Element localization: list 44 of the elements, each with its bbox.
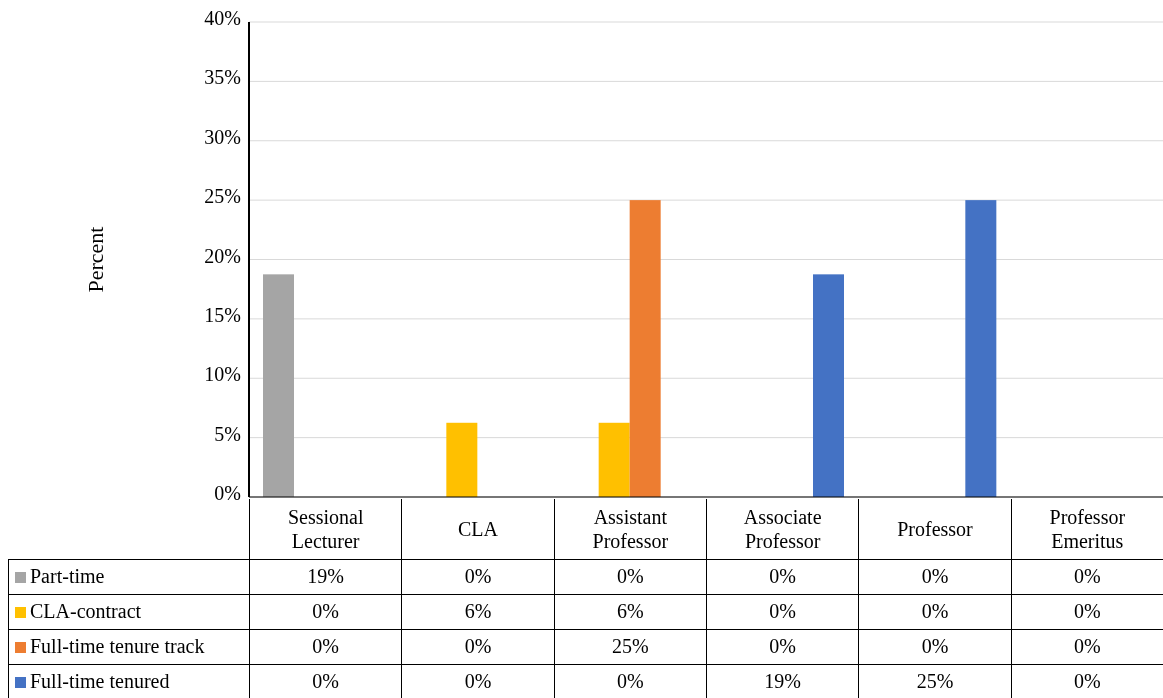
y-tick-label: 40% xyxy=(204,7,241,30)
legend-label: CLA-contract xyxy=(8,594,250,629)
data-label: 0% xyxy=(858,594,1012,629)
data-label: 19% xyxy=(249,559,402,594)
legend-label: Full-time tenured xyxy=(8,664,250,698)
data-label: 0% xyxy=(401,664,555,698)
x-tick-label: CLA xyxy=(401,499,555,559)
data-label: 0% xyxy=(401,629,555,664)
data-label: 25% xyxy=(858,664,1012,698)
y-tick-label: 35% xyxy=(204,66,241,89)
x-tick-label: Professor Emeritus xyxy=(1011,499,1163,559)
data-label: 6% xyxy=(554,594,707,629)
data-label: 25% xyxy=(554,629,707,664)
data-label: 0% xyxy=(1011,664,1163,698)
data-label: 0% xyxy=(249,594,402,629)
data-label: 0% xyxy=(706,594,859,629)
data-label: 0% xyxy=(554,559,707,594)
legend-label: Full-time tenure track xyxy=(8,629,250,664)
x-tick-label: Sessional Lecturer xyxy=(249,499,402,559)
data-label: 0% xyxy=(1011,594,1163,629)
data-label: 0% xyxy=(858,559,1012,594)
y-tick-label: 0% xyxy=(214,482,241,505)
y-tick-label: 30% xyxy=(204,125,241,148)
data-label: 0% xyxy=(249,629,402,664)
x-tick-label: Professor xyxy=(858,499,1012,559)
y-tick-label: 25% xyxy=(204,185,241,208)
data-label: 0% xyxy=(858,629,1012,664)
data-label: 0% xyxy=(1011,559,1163,594)
y-axis-title: Percent xyxy=(82,226,108,293)
data-label: 0% xyxy=(706,629,859,664)
y-tick-label: 15% xyxy=(204,303,241,326)
data-label: 0% xyxy=(554,664,707,698)
y-tick-label: 5% xyxy=(214,422,241,445)
data-label: 19% xyxy=(706,664,859,698)
y-tick-label: 20% xyxy=(204,244,241,267)
x-tick-label: Assistant Professor xyxy=(554,499,707,559)
data-label: 0% xyxy=(249,664,402,698)
y-tick-label: 10% xyxy=(204,363,241,386)
data-label: 0% xyxy=(401,559,555,594)
legend-label: Part-time xyxy=(8,559,250,594)
x-tick-label: Associate Professor xyxy=(706,499,859,559)
data-label: 0% xyxy=(706,559,859,594)
data-label: 0% xyxy=(1011,629,1163,664)
data-label: 6% xyxy=(401,594,555,629)
